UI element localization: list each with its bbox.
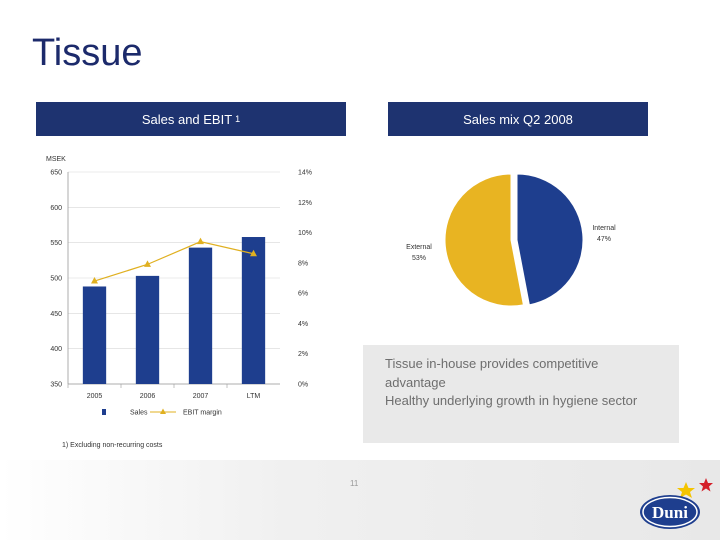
sales-ebit-header: Sales and EBIT 1 [36, 102, 346, 136]
y2-tick-label: 4% [298, 321, 308, 328]
duni-logo: Duni [640, 478, 713, 529]
y2-tick-label: 10% [298, 230, 312, 237]
sales-ebit-header-label: Sales and EBIT [141, 111, 233, 127]
bar-sales [188, 247, 213, 384]
message-box: Tissue in-house provides competitive adv… [363, 345, 679, 443]
pie-value-internal: 47% [597, 236, 611, 243]
y-axis-unit: MSEK [46, 156, 66, 163]
y-tick-label: 500 [50, 276, 62, 283]
y-tick-label: 550 [50, 240, 62, 247]
logo-star-yellow-icon [677, 482, 695, 498]
y-tick-label: 400 [50, 346, 62, 353]
y2-tick-label: 2% [298, 351, 308, 358]
y2-tick-label: 12% [298, 200, 312, 207]
message-line-2: Healthy underlying growth in hygiene sec… [385, 393, 638, 408]
logo-text: Duni [652, 503, 688, 522]
sales-mix-header: Sales mix Q2 2008 [388, 102, 648, 136]
x-tick-label: 2006 [140, 393, 156, 400]
y2-tick-label: 8% [298, 260, 308, 267]
x-tick-label: 2007 [193, 393, 209, 400]
footer-band [0, 460, 720, 540]
bar-sales [135, 275, 160, 384]
point-ebit-margin [250, 249, 257, 257]
x-tick-label: 2005 [87, 393, 103, 400]
y-tick-label: 350 [50, 382, 62, 389]
point-ebit-margin [91, 277, 98, 284]
message-text: Tissue in-house provides competitive adv… [385, 355, 655, 411]
bar-sales [82, 286, 107, 384]
pie-label-internal: Internal [592, 225, 616, 232]
y2-tick-label: 6% [298, 291, 308, 298]
logo-star-red-icon [699, 478, 713, 492]
y2-tick-label: 0% [298, 382, 308, 389]
y2-tick-label: 14% [298, 170, 312, 177]
sales-mix-header-label: Sales mix Q2 2008 [463, 111, 573, 127]
pie-label-external: External [406, 244, 432, 251]
line-ebit-margin [94, 241, 254, 282]
page-number: 11 [350, 479, 359, 488]
pie-slice-internal [516, 173, 584, 306]
footnote-mark: 1 [235, 114, 241, 124]
message-line-1: Tissue in-house provides competitive adv… [385, 356, 599, 390]
y-tick-label: 650 [50, 170, 62, 177]
pie-slice-external [444, 173, 524, 307]
footnote: 1) Excluding non-recurring costs [62, 442, 163, 449]
y-tick-label: 450 [50, 311, 62, 318]
x-tick-label: LTM [247, 393, 261, 400]
legend-label-sales: Sales [130, 410, 148, 417]
logo-badge [640, 495, 700, 529]
bar-sales [241, 237, 266, 384]
legend-marker-ebit-margin [160, 408, 166, 414]
slide-title: Tissue [32, 32, 143, 74]
point-ebit-margin [144, 260, 151, 267]
point-ebit-margin [197, 237, 204, 245]
legend-label-ebit-margin: EBIT margin [183, 410, 222, 417]
y-tick-label: 600 [50, 205, 62, 212]
pie-value-external: 53% [412, 255, 426, 262]
